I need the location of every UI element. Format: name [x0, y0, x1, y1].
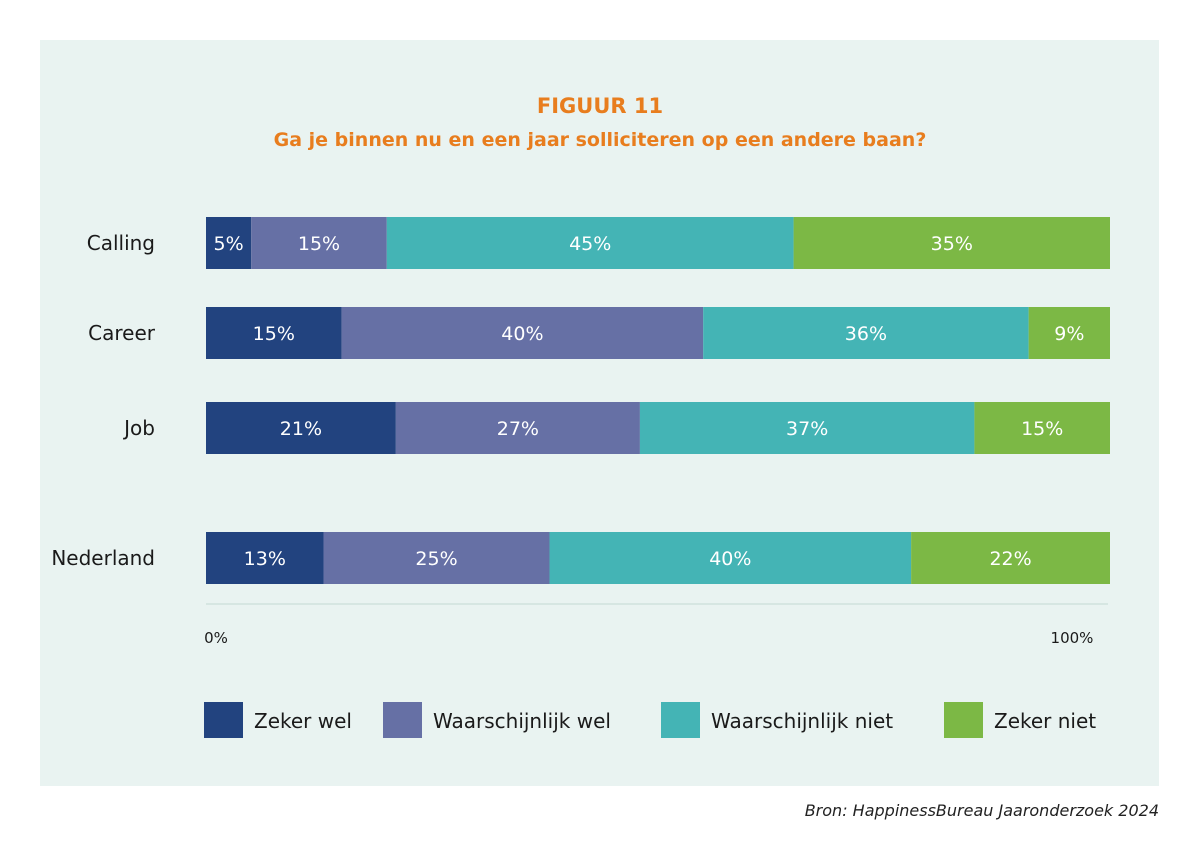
category-labels: Calling Career Job Nederland	[51, 231, 155, 570]
bar-calling-waarschijnlijk-wel	[251, 217, 387, 269]
chart-title: Ga je binnen nu en een jaar solliciteren…	[273, 129, 927, 151]
data-label-nederland-zeker-niet: 22%	[989, 548, 1031, 570]
bar-nederland-zeker-wel	[206, 532, 324, 584]
legend-swatch-zeker-wel	[204, 702, 243, 738]
data-label-calling-waarschijnlijk-wel: 15%	[298, 233, 340, 255]
data-label-job-waarschijnlijk-wel: 27%	[497, 418, 539, 440]
category-label-calling: Calling	[87, 231, 155, 255]
legend-label-zeker-niet: Zeker niet	[994, 709, 1096, 733]
legend-label-waarschijnlijk-wel: Waarschijnlijk wel	[433, 709, 611, 733]
data-label-job-waarschijnlijk-niet: 37%	[786, 418, 828, 440]
category-label-job: Job	[122, 416, 155, 440]
bar-career-zeker-niet	[1028, 307, 1110, 359]
data-label-calling-zeker-wel: 5%	[214, 233, 244, 255]
data-label-nederland-waarschijnlijk-niet: 40%	[709, 548, 751, 570]
bar-career-waarschijnlijk-wel	[341, 307, 704, 359]
legend-swatch-zeker-niet	[944, 702, 983, 738]
legend-label-zeker-wel: Zeker wel	[254, 709, 352, 733]
bar-job-waarschijnlijk-niet	[639, 402, 975, 454]
data-label-calling-zeker-niet: 35%	[931, 233, 973, 255]
figure-label: FIGUUR 11	[536, 94, 664, 118]
legend-label-waarschijnlijk-niet: Waarschijnlijk niet	[711, 709, 893, 733]
bar-calling-zeker-niet	[793, 217, 1110, 269]
bar-nederland-waarschijnlijk-wel	[323, 532, 550, 584]
legend-swatch-waarschijnlijk-wel	[383, 702, 422, 738]
bar-job-zeker-niet	[974, 402, 1110, 454]
x-tick-0: 0%	[204, 629, 228, 647]
data-label-nederland-zeker-wel: 13%	[244, 548, 286, 570]
bars: 5% 15% 45% 35% 15% 40% 36% 9% 21% 27% 37% 15% 13% 25%…	[206, 217, 1110, 584]
data-label-job-zeker-wel: 21%	[280, 418, 322, 440]
data-label-career-zeker-wel: 15%	[253, 323, 295, 345]
bar-job-zeker-wel	[206, 402, 396, 454]
bar-nederland-waarschijnlijk-niet	[549, 532, 912, 584]
category-label-nederland: Nederland	[51, 546, 155, 570]
bar-calling-zeker-wel	[206, 217, 252, 269]
bar-career-zeker-wel	[206, 307, 342, 359]
bar-job-waarschijnlijk-wel	[395, 402, 640, 454]
category-label-career: Career	[88, 321, 156, 345]
bar-career-waarschijnlijk-niet	[703, 307, 1029, 359]
bar-calling-waarschijnlijk-niet	[386, 217, 794, 269]
legend: Zeker wel Waarschijnlijk wel Waarschijnlij…	[204, 702, 1096, 738]
legend-swatch-waarschijnlijk-niet	[661, 702, 700, 738]
data-label-calling-waarschijnlijk-niet: 45%	[569, 233, 611, 255]
data-label-job-zeker-niet: 15%	[1021, 418, 1063, 440]
data-label-career-waarschijnlijk-wel: 40%	[501, 323, 543, 345]
data-label-nederland-waarschijnlijk-wel: 25%	[415, 548, 457, 570]
source-note: Bron: HappinessBureau Jaaronderzoek 2024	[804, 801, 1159, 820]
data-label-career-zeker-niet: 9%	[1054, 323, 1084, 345]
bar-nederland-zeker-niet	[911, 532, 1110, 584]
x-tick-100: 100%	[1051, 629, 1094, 647]
data-label-career-waarschijnlijk-niet: 36%	[845, 323, 887, 345]
